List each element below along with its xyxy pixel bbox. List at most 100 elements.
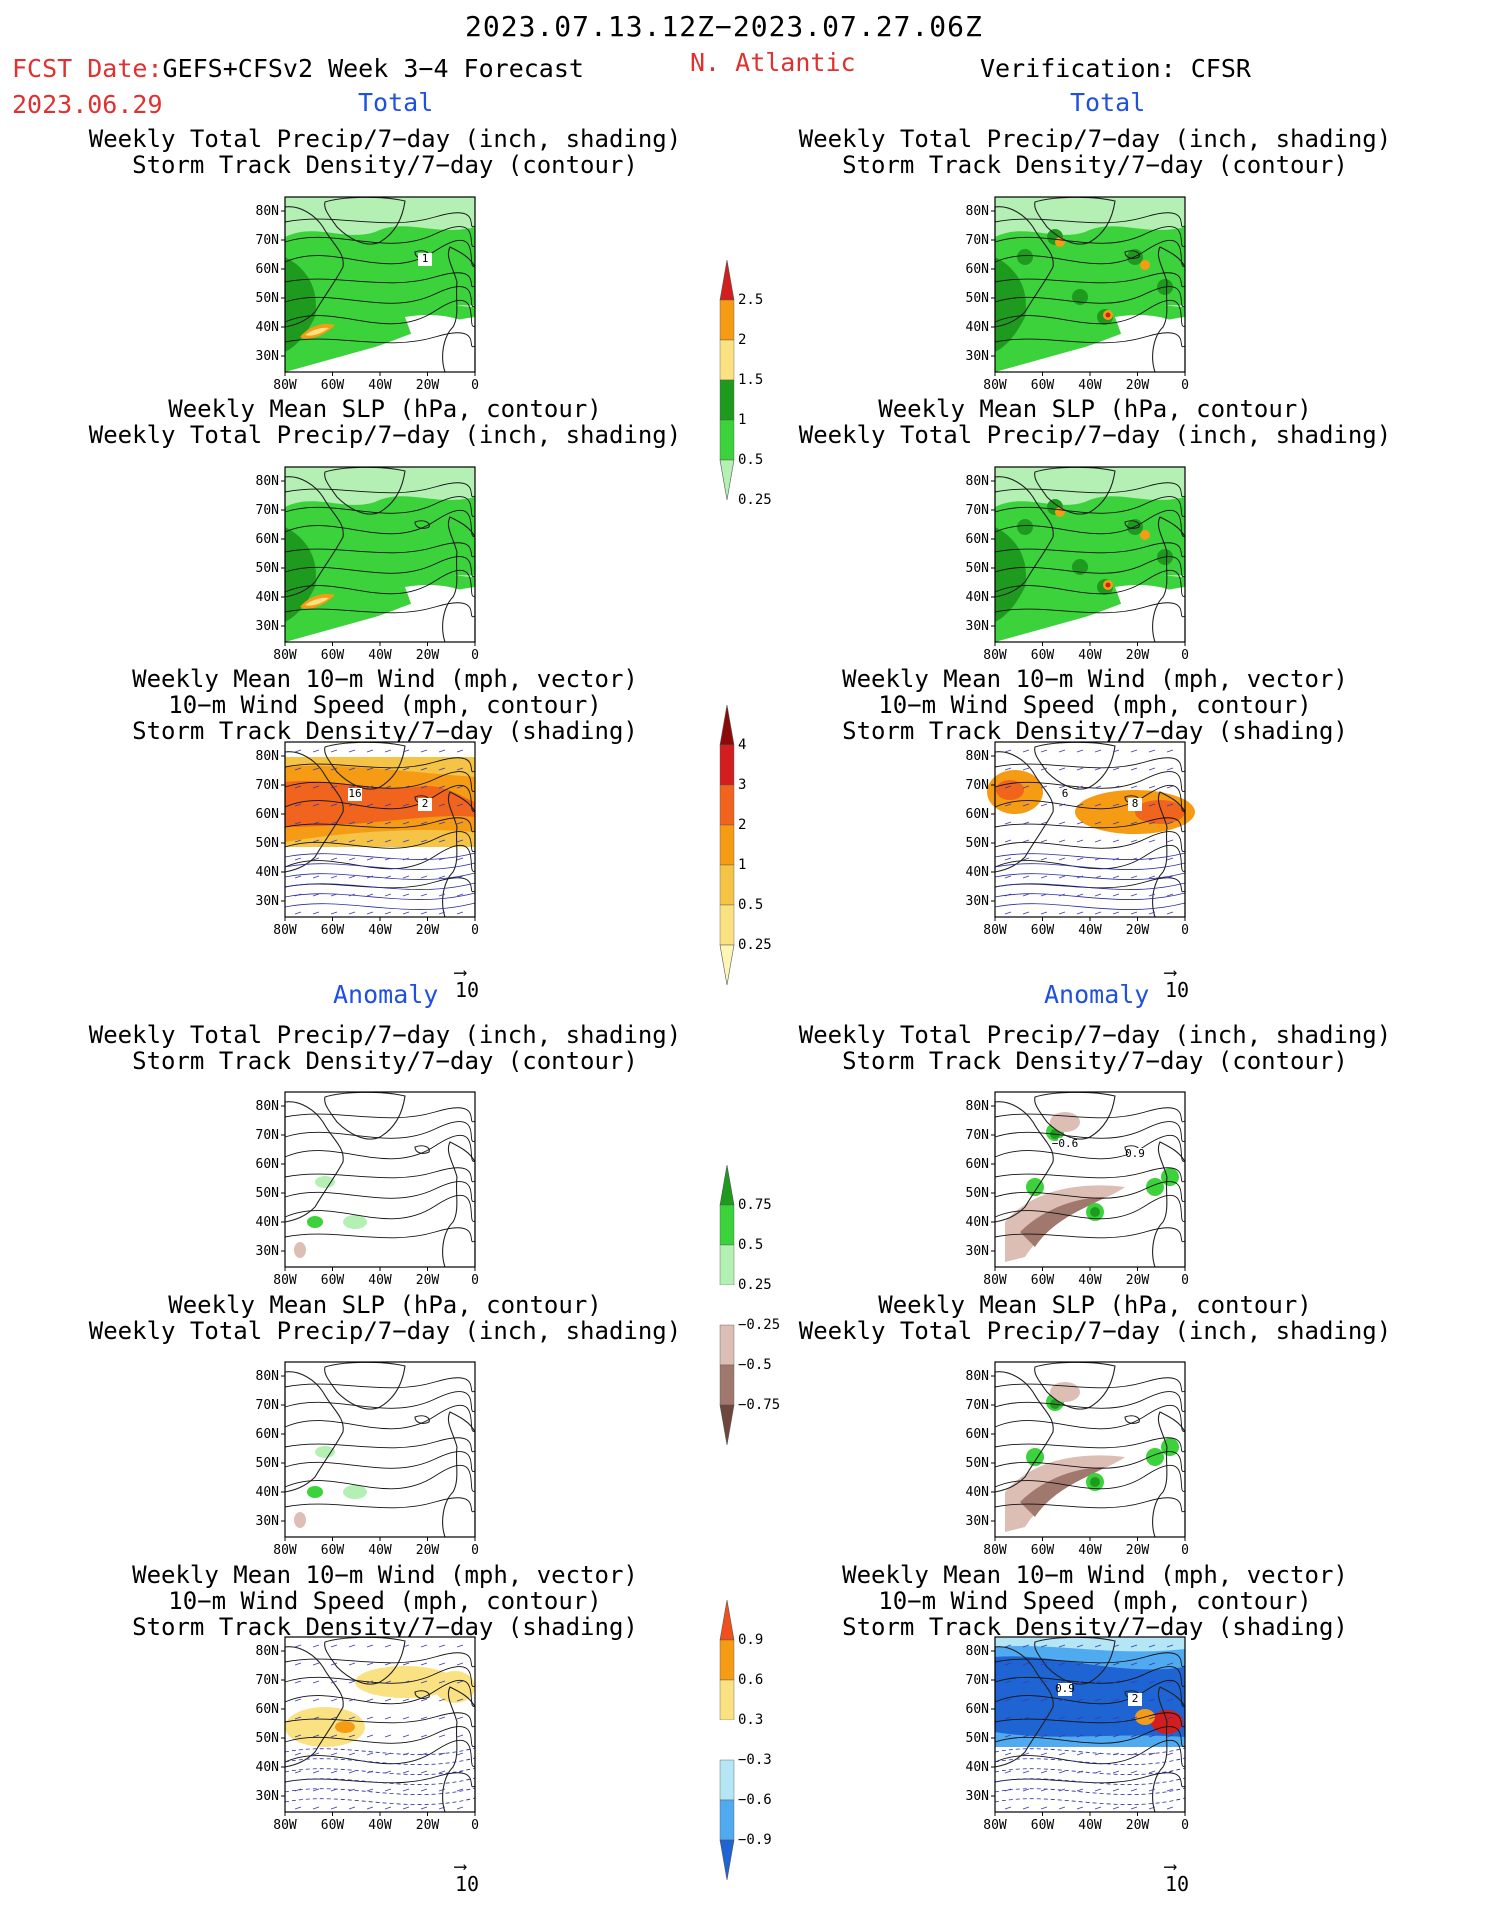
wind-vector [294, 1662, 302, 1666]
wind-vector [456, 803, 464, 807]
wind-vector [294, 1644, 302, 1648]
wind-vector [294, 1698, 302, 1702]
contour-label: −0.6 [1052, 1137, 1079, 1150]
title-line: Weekly Mean SLP (hPa, contour) [878, 395, 1312, 423]
europe-outline [442, 1141, 476, 1268]
section-total-left: Total [358, 88, 434, 117]
lon-tick-label: 20W [1126, 1818, 1150, 1833]
wind-vector [312, 857, 320, 861]
lon-tick-label: 80W [273, 923, 297, 938]
colorbar-label: 2 [738, 817, 746, 833]
wind-vector [1130, 1788, 1138, 1792]
wind-vector [330, 893, 338, 897]
contour-label-bg [1058, 1138, 1072, 1151]
lon-tick-label: 0 [471, 923, 479, 938]
wind-vector [402, 767, 410, 771]
wind-speed-contour [994, 872, 1186, 880]
europe-outline [442, 791, 476, 918]
wind-vector [1058, 749, 1066, 753]
wind-vector [1004, 749, 1012, 753]
wind-vector [402, 875, 410, 879]
wind-vector [402, 1788, 410, 1792]
wind-vector [348, 911, 356, 915]
wind-vector [366, 821, 374, 825]
lat-tick-label: 70N [256, 233, 279, 248]
lon-tick-label: 40W [1078, 648, 1102, 663]
lat-tick-label: 80N [256, 1644, 279, 1659]
colorbar-label: 0.5 [738, 1237, 763, 1253]
precip-cell [1017, 249, 1033, 265]
precip-shade [405, 585, 475, 642]
wind-vector [420, 1644, 428, 1648]
wind-speed-contour [284, 902, 476, 910]
lon-tick-label: 40W [1078, 1543, 1102, 1558]
wind-vector [1130, 911, 1138, 915]
wind-vector [1040, 803, 1048, 807]
wind-vector [438, 803, 446, 807]
wind-vector [402, 1644, 410, 1648]
lon-tick-label: 80W [273, 1273, 297, 1288]
wind-vector [456, 1716, 464, 1720]
contour-line [284, 1497, 476, 1513]
lat-tick-label: 40N [256, 1215, 279, 1230]
lat-tick-label: 70N [256, 1398, 279, 1413]
wind-vector [402, 1680, 410, 1684]
contour-label: 2 [1132, 1692, 1139, 1705]
title-total-precip-fcst: Weekly Total Precip/7−day (inch, shading… [65, 126, 705, 178]
wind-vector [366, 875, 374, 879]
lon-tick-label: 40W [1078, 923, 1102, 938]
wind-vector [348, 803, 356, 807]
map-anom-slp-precip-fcst: 80N 70N 60N 50N 40N 30N 80W 60W 40W 20W 0 [256, 1361, 479, 1558]
iceland-outline [414, 520, 430, 529]
colorbar-segment [719, 1679, 735, 1721]
wind-vector [330, 767, 338, 771]
wind-vector [1148, 1788, 1156, 1792]
wind-vector [384, 893, 392, 897]
lon-tick-label: 80W [983, 378, 1007, 393]
wind-vector [402, 1752, 410, 1756]
lat-tick-label: 30N [256, 1514, 279, 1529]
contour-line [284, 1404, 476, 1432]
title-line: Storm Track Density/7−day (shading) [842, 717, 1348, 745]
wind-speed-contour [284, 892, 476, 900]
lat-tick-label: 30N [256, 1244, 279, 1259]
wind-vector [456, 785, 464, 789]
wind-vector [1166, 1806, 1174, 1810]
lon-tick-label: 80W [983, 648, 1007, 663]
colorbar-label: 4 [738, 737, 746, 753]
vector-ref-label: 10 [455, 1872, 480, 1896]
wind-vector [384, 1788, 392, 1792]
contour-line [284, 226, 476, 247]
map-total-precip-storm-verif: 80N 70N 60N 50N 40N 30N 80W 60W 40W 20W 0 [966, 196, 1189, 393]
wind-vector [294, 839, 302, 843]
lat-tick-label: 60N [966, 1427, 989, 1442]
contour-line [994, 784, 1186, 812]
lat-tick-label: 40N [256, 865, 279, 880]
arrow-icon: ⟶ [455, 1856, 466, 1877]
wind-vector [456, 1698, 464, 1702]
wind-vector [402, 893, 410, 897]
lat-tick-label: 70N [256, 1128, 279, 1143]
wind-vector [1112, 857, 1120, 861]
canada-outline [994, 751, 1054, 873]
lon-tick-label: 40W [1078, 1273, 1102, 1288]
wind-vector [1076, 785, 1084, 789]
wind-vector [1166, 1788, 1174, 1792]
title-total-slp-verif: Weekly Mean SLP (hPa, contour) Weekly To… [775, 396, 1415, 448]
precip-anom-shade [307, 1486, 323, 1498]
wind-speed-contour [994, 862, 1186, 870]
wind-vector [438, 1662, 446, 1666]
wind-vector [1130, 1680, 1138, 1684]
title-line: Weekly Total Precip/7−day (inch, shading… [798, 1021, 1392, 1049]
contour-line [994, 1194, 1186, 1222]
wind-vector [1112, 1644, 1120, 1648]
wind-vector [330, 1698, 338, 1702]
wind-vector [1058, 857, 1066, 861]
lat-tick-label: 40N [966, 865, 989, 880]
vector-ref-anom-fcst: ⟶ 10 [455, 1856, 480, 1897]
lon-tick-label: 80W [983, 923, 1007, 938]
colorbar-label: 0.25 [738, 492, 772, 508]
europe-outline [442, 516, 476, 643]
arrow-icon: ⟶ [1165, 962, 1176, 983]
lat-tick-label: 60N [256, 532, 279, 547]
